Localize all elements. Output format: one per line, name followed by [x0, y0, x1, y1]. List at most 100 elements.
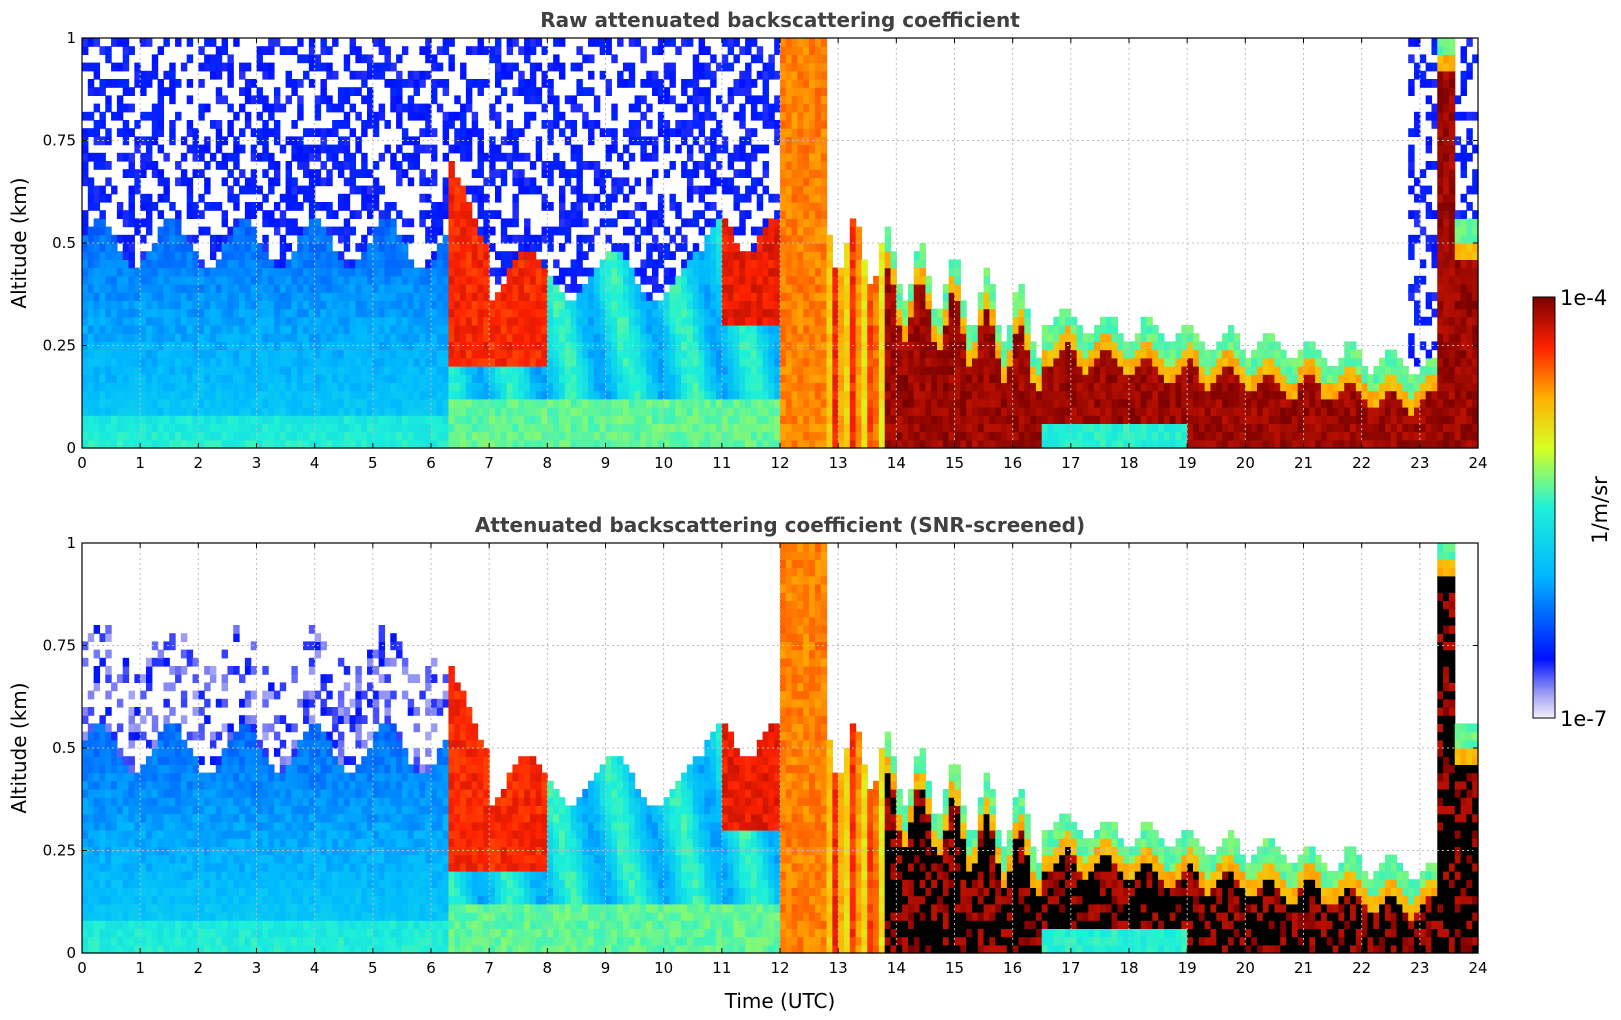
- heatmap-cell: [814, 390, 822, 400]
- heatmap-cell: [192, 275, 199, 285]
- heatmap-cell: [710, 300, 717, 310]
- heatmap-cell: [285, 46, 292, 55]
- heatmap-cell: [884, 382, 892, 392]
- heatmap-cell: [227, 308, 234, 318]
- heatmap-cell: [378, 251, 386, 260]
- heatmap-cell: [407, 161, 415, 170]
- heatmap-cell: [640, 267, 647, 277]
- heatmap-cell: [820, 407, 828, 416]
- heatmap-cell: [180, 275, 188, 285]
- heatmap-cell: [535, 398, 543, 408]
- heatmap-cell: [506, 161, 514, 170]
- heatmap-cell: [716, 275, 723, 285]
- heatmap-cell: [163, 316, 170, 326]
- heatmap-cell: [175, 210, 182, 219]
- heatmap-cell: [169, 284, 176, 293]
- heatmap-cell: [727, 341, 735, 351]
- heatmap-cell: [215, 431, 223, 441]
- heatmap-cell: [582, 407, 589, 416]
- heatmap-cell: [460, 308, 467, 318]
- heatmap-cell: [407, 382, 415, 392]
- heatmap-cell: [832, 431, 839, 441]
- heatmap-cell: [721, 349, 729, 359]
- heatmap-cell: [489, 161, 496, 170]
- heatmap-cell: [407, 398, 415, 408]
- heatmap-cell: [558, 128, 566, 137]
- heatmap-cell: [454, 111, 461, 121]
- heatmap-cell: [524, 120, 531, 129]
- heatmap-cell: [582, 341, 589, 351]
- heatmap-cell: [506, 423, 514, 433]
- heatmap-cell: [122, 423, 130, 433]
- heatmap-cell: [704, 243, 711, 252]
- heatmap-cell: [884, 275, 892, 285]
- heatmap-cell: [337, 120, 345, 129]
- heatmap-cell: [576, 325, 583, 334]
- heatmap-cell: [733, 431, 740, 441]
- heatmap-cell: [367, 284, 374, 293]
- heatmap-cell: [105, 177, 112, 187]
- heatmap-cell: [710, 349, 717, 359]
- heatmap-cell: [116, 349, 124, 359]
- heatmap-cell: [494, 431, 502, 441]
- heatmap-cell: [791, 38, 799, 47]
- heatmap-cell: [745, 193, 752, 203]
- heatmap-cell: [739, 218, 746, 228]
- heatmap-cell: [343, 292, 351, 301]
- heatmap-cell: [215, 267, 223, 277]
- heatmap-cell: [145, 300, 153, 310]
- heatmap-cell: [529, 390, 537, 400]
- heatmap-cell: [297, 136, 304, 146]
- heatmap-cell: [785, 275, 793, 285]
- heatmap-cell: [401, 79, 409, 88]
- heatmap-cell: [727, 407, 735, 416]
- heatmap-cell: [803, 185, 810, 195]
- heatmap-cell: [82, 62, 89, 72]
- heatmap-cell: [640, 54, 647, 64]
- heatmap-cell: [314, 316, 322, 326]
- heatmap-cell: [745, 316, 752, 326]
- heatmap-cell: [483, 284, 490, 293]
- heatmap-cell: [431, 87, 438, 96]
- heatmap-cell: [797, 308, 804, 318]
- heatmap-cell: [704, 398, 711, 408]
- heatmap-cell: [576, 202, 583, 211]
- heatmap-cell: [663, 415, 671, 424]
- heatmap-cell: [221, 210, 229, 219]
- heatmap-cell: [733, 349, 740, 359]
- heatmap-cell: [384, 218, 391, 228]
- heatmap-cell: [506, 46, 514, 55]
- heatmap-cell: [262, 218, 269, 228]
- heatmap-cell: [622, 226, 630, 236]
- heatmap-cell: [198, 366, 205, 375]
- heatmap-cell: [483, 366, 490, 375]
- heatmap-cell: [861, 415, 868, 424]
- heatmap-cell: [186, 407, 194, 416]
- heatmap-cell: [343, 374, 351, 383]
- heatmap-cell: [93, 275, 101, 285]
- heatmap-cell: [413, 349, 420, 359]
- heatmap-cell: [564, 382, 572, 392]
- heatmap-cell: [494, 423, 502, 433]
- heatmap-cell: [361, 193, 368, 203]
- heatmap-cell: [750, 111, 758, 121]
- heatmap-cell: [692, 333, 700, 342]
- heatmap-cell: [268, 284, 275, 293]
- heatmap-cell: [686, 431, 694, 441]
- heatmap-cell: [489, 374, 496, 383]
- heatmap-cell: [116, 284, 124, 293]
- heatmap-cell: [745, 423, 752, 433]
- heatmap-cell: [227, 54, 234, 64]
- heatmap-cell: [355, 431, 362, 441]
- heatmap-cell: [436, 267, 444, 277]
- heatmap-cell: [297, 341, 304, 351]
- heatmap-cell: [646, 185, 653, 195]
- heatmap-cell: [791, 87, 799, 96]
- heatmap-cell: [239, 439, 246, 449]
- heatmap-cell: [780, 333, 787, 342]
- heatmap-cell: [349, 333, 356, 342]
- heatmap-cell: [791, 439, 799, 449]
- heatmap-cell: [413, 390, 420, 400]
- heatmap-cell: [256, 308, 263, 318]
- heatmap-cell: [681, 120, 688, 129]
